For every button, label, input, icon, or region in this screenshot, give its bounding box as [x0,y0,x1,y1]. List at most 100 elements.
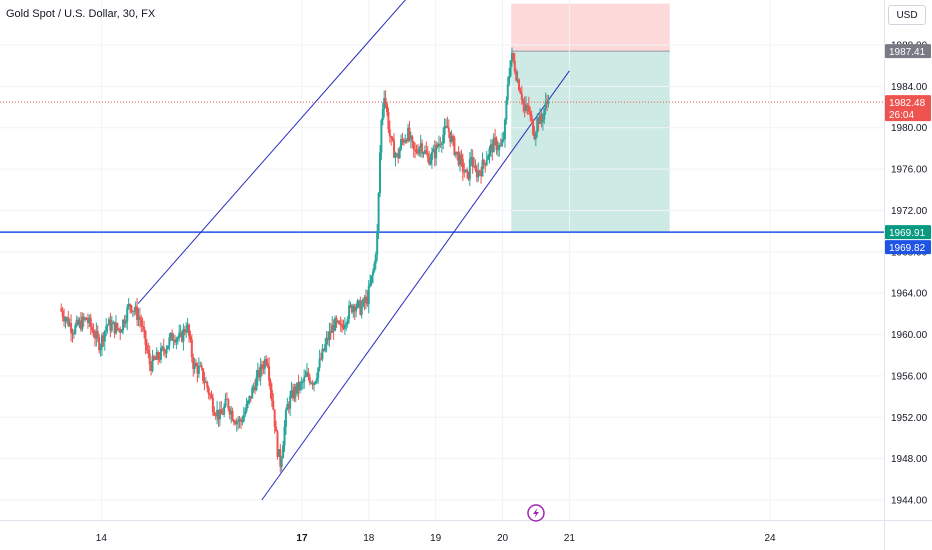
candle-body [152,355,155,360]
candle-body [509,60,512,77]
candle-body [269,380,272,390]
candle-body [221,413,224,415]
candle-body [390,135,393,138]
take-profit-zone[interactable] [511,51,670,233]
y-tick-label: 1972.00 [891,206,928,217]
candle-body [98,337,101,351]
candle-body [446,125,449,129]
candle-body [501,139,504,146]
candle-body [148,353,151,365]
candle-body [255,377,258,391]
candle-body [341,324,344,327]
candle-body [168,337,171,346]
candle-body [95,331,98,339]
candle-body [172,339,175,341]
candle-body [72,333,75,335]
candle-body [377,193,380,232]
candle-body [360,305,363,315]
candle-body [266,363,269,367]
candle-body [185,330,188,333]
candle-body [289,396,292,409]
channel-upper-line[interactable] [137,0,466,304]
candle-body [411,136,414,142]
candle-body [398,148,401,159]
y-tick-label: 1952.00 [891,413,928,424]
candle-body [86,319,89,323]
candle-body [276,431,279,457]
candle-body [364,296,367,303]
candle-body [532,119,535,135]
candle-body [256,370,259,378]
candle-body [426,153,429,157]
candle-body [402,140,405,143]
candle-body [213,411,216,416]
candle-body [366,296,369,305]
candle-body [496,149,499,151]
candle-body [429,159,432,165]
stop-loss-zone[interactable] [511,3,670,52]
y-tick-label: 1980.00 [891,123,928,134]
candle-body [428,156,431,165]
candle-body [193,362,196,369]
channel-lower-line[interactable] [261,70,570,501]
candle-body [457,152,460,165]
candle-body [423,150,426,153]
candle-body [506,84,509,101]
candle-body [196,365,199,374]
candle-body [533,134,536,139]
candle-body [262,368,265,370]
candle-body [248,395,251,401]
candle-body [350,305,353,313]
candle-body [290,390,293,397]
candle-body [498,145,501,150]
candle-body [415,149,418,153]
candle-body [525,105,528,111]
candle-body [84,317,87,320]
candle-body [357,300,360,302]
candle-body [503,119,506,139]
candle-body [224,398,227,407]
candle-body [77,319,80,325]
candle-body [100,335,103,348]
candle-body [432,148,435,152]
candle-body [268,366,271,381]
candle-body [165,348,168,354]
candle-body [489,144,492,149]
candle-body [405,139,408,142]
candle-body [88,317,91,323]
candle-body [81,316,84,330]
candle-body [192,357,195,369]
currency-button[interactable]: USD [888,5,926,25]
candle-body [173,339,176,343]
candle-body [460,154,463,159]
candle-body [318,358,321,368]
candle-body [374,254,377,264]
candle-body [536,118,539,133]
candle-body [293,386,296,399]
candle-body [251,387,254,399]
candle-body [481,159,484,177]
candle-body [331,325,334,333]
candle-body [119,329,122,333]
candle-body [211,397,214,412]
candle-body [391,137,394,141]
candle-body [317,367,320,379]
candle-body [65,317,68,319]
candle-body [147,349,150,354]
candle-body [494,137,497,139]
candle-body [301,381,304,383]
candle-body [238,419,241,422]
candle-body [225,398,228,400]
candle-body [544,101,547,109]
candle-body [463,171,466,173]
candle-body [484,163,487,166]
candle-body [138,316,141,320]
candle-body [123,319,126,324]
candle-body [71,332,74,334]
candle-body [467,171,470,180]
candle-body [312,383,315,385]
candle-body [155,352,158,360]
candle-body [159,348,162,360]
candle-body [164,350,167,354]
